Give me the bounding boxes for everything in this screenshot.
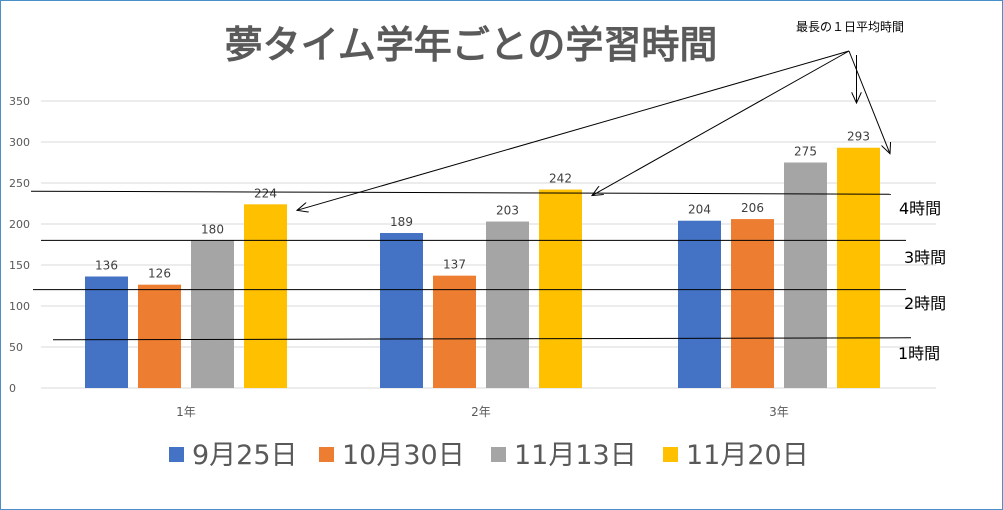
data-label: 293 (847, 130, 870, 144)
bar (380, 233, 423, 388)
hour-line (30, 190, 892, 195)
data-label: 242 (549, 172, 572, 186)
legend-swatch (169, 447, 184, 462)
bar (784, 162, 827, 388)
data-label: 203 (496, 204, 519, 218)
hour-line-label: 1時間 (898, 344, 940, 363)
category-labels: 1年 2年 3年 (176, 405, 789, 419)
hour-line-label: 2時間 (904, 294, 946, 313)
bar (138, 284, 181, 388)
y-axis-ticks: 0 50 100 150 200 250 300 350 (9, 95, 30, 395)
legend: 9月25日 10月30日 11月13日 11月20日 (169, 440, 809, 471)
data-label: 137 (443, 258, 466, 272)
bar (191, 240, 234, 388)
category-label: 2年 (471, 405, 491, 419)
data-label: 136 (95, 258, 118, 272)
y-tick-label: 150 (9, 259, 30, 272)
legend-label: 9月25日 (192, 440, 298, 471)
bar (731, 219, 774, 388)
legend-swatch (491, 447, 506, 462)
y-tick-label: 300 (9, 136, 30, 149)
data-label: 206 (741, 201, 764, 215)
annotation-arrow (848, 50, 890, 154)
annotation-arrow (592, 50, 850, 196)
chart-title: 夢タイム学年ごとの学習時間 (225, 23, 718, 67)
data-label: 224 (254, 186, 277, 200)
legend-label: 11月20日 (686, 440, 809, 471)
annotation-arrows (297, 50, 890, 210)
legend-label: 10月30日 (342, 440, 465, 471)
data-label: 189 (390, 215, 413, 229)
legend-label: 11月13日 (514, 440, 637, 471)
data-label: 275 (794, 145, 817, 159)
data-labels: 136 126 180 224 189 137 203 242 204 206 275 293 (95, 130, 870, 281)
bar (837, 147, 880, 388)
bar (539, 189, 582, 388)
y-tick-label: 0 (9, 382, 16, 395)
bar (85, 276, 128, 388)
data-label: 204 (688, 203, 711, 217)
bar (486, 221, 529, 388)
annotation-arrow (297, 50, 850, 210)
hour-line-label: 3時間 (904, 248, 946, 267)
data-label: 180 (201, 222, 224, 236)
y-tick-label: 250 (9, 177, 30, 190)
bars (85, 147, 880, 388)
category-label: 3年 (769, 405, 789, 419)
y-tick-label: 100 (9, 300, 30, 313)
y-tick-label: 50 (9, 341, 23, 354)
data-label: 126 (148, 267, 171, 281)
category-label: 1年 (176, 405, 196, 419)
hour-line-label: 4時間 (899, 199, 941, 218)
y-tick-label: 350 (9, 95, 30, 108)
y-tick-label: 200 (9, 218, 30, 231)
annotation-note: 最長の１日平均時間 (796, 20, 904, 34)
bar (678, 220, 721, 388)
legend-swatch (319, 447, 334, 462)
bar (433, 275, 476, 388)
bar (244, 204, 287, 388)
hour-lines: 1時間 2時間 3時間 4時間 (30, 190, 946, 363)
hour-line (52, 337, 912, 341)
legend-swatch (663, 447, 678, 462)
